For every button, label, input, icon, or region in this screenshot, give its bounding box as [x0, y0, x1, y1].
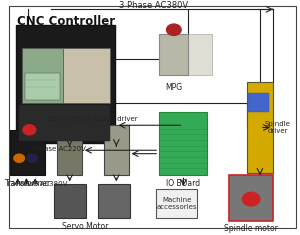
- Bar: [57, 125, 82, 175]
- Text: 3Phase AC220V: 3Phase AC220V: [31, 146, 86, 152]
- Bar: [63, 48, 110, 102]
- Circle shape: [242, 192, 260, 206]
- Text: Servo Motor: Servo Motor: [61, 222, 108, 231]
- Text: Spindle motor: Spindle motor: [224, 224, 278, 233]
- Circle shape: [14, 154, 24, 162]
- Text: Servo driver: Servo driver: [95, 116, 138, 122]
- Circle shape: [167, 24, 181, 35]
- Bar: [54, 184, 86, 219]
- Bar: [159, 34, 188, 75]
- Bar: [11, 130, 45, 175]
- Bar: [16, 25, 116, 143]
- Bar: [25, 73, 60, 100]
- Circle shape: [23, 125, 36, 135]
- Bar: [104, 125, 129, 175]
- Bar: [229, 175, 273, 221]
- Text: 3 Phase AC380V: 3 Phase AC380V: [119, 1, 188, 10]
- Text: Servo driver: Servo driver: [48, 116, 91, 122]
- Text: 3 Phase AC380V: 3 Phase AC380V: [11, 181, 68, 187]
- Text: Transformer: Transformer: [5, 179, 51, 188]
- Bar: [98, 184, 130, 219]
- Circle shape: [27, 154, 38, 162]
- Text: Machine
accessories: Machine accessories: [157, 197, 197, 210]
- Bar: [22, 48, 63, 102]
- Bar: [19, 105, 110, 141]
- Bar: [159, 112, 207, 175]
- Bar: [247, 82, 273, 173]
- Text: CNC Controller: CNC Controller: [17, 15, 115, 28]
- Bar: [156, 189, 197, 219]
- Bar: [159, 34, 212, 75]
- Text: IO BOard: IO BOard: [167, 179, 200, 188]
- Text: MPG: MPG: [165, 83, 182, 92]
- Bar: [248, 94, 269, 112]
- Text: Spindle
driver: Spindle driver: [265, 121, 290, 134]
